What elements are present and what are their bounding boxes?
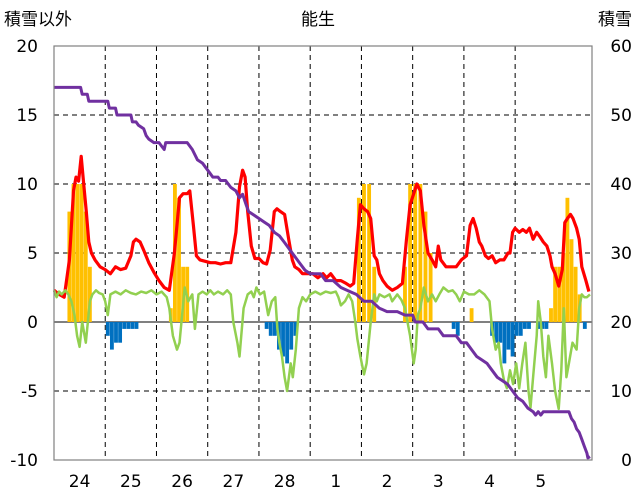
left-tick-label: -5 [21,382,38,402]
right-tick-label: 0 [621,451,632,471]
grid [54,46,592,460]
bar [71,184,76,322]
bar [423,211,428,322]
bar [367,184,372,322]
right-tick-label: 50 [610,106,632,126]
bar [264,322,269,329]
bar [522,322,527,329]
line-layer [52,85,591,460]
bar [549,308,553,322]
x-tick-label: 5 [535,472,546,492]
bar [177,197,181,322]
x-tick-label: 25 [120,472,142,492]
bar [544,322,549,329]
x-tick-label: 27 [223,472,245,492]
bar [130,322,135,329]
bar [87,266,92,322]
bar [569,239,574,322]
bar [281,322,285,357]
bar [518,322,523,336]
series-line [52,154,591,299]
x-tick-label: 2 [382,472,393,492]
right-tick-label: 60 [610,37,632,57]
bar [289,322,294,350]
x-tick-label: 28 [274,472,296,492]
bar [105,322,110,336]
bar [455,322,460,336]
left-tick-label: 10 [16,175,38,195]
bar-layer [67,184,587,364]
right-axis-ticks: 0 10 20 30 40 50 60 [610,37,632,471]
bar [293,322,298,336]
left-axis-ticks: -10 -5 0 5 10 15 20 [10,37,38,471]
bar [118,322,123,343]
bar [403,266,407,322]
bar [272,322,277,336]
bar [527,322,531,329]
bar [356,197,361,322]
right-tick-label: 30 [610,244,632,264]
series-line [52,286,591,411]
plot-frame [53,45,593,461]
bar [502,322,507,364]
bar [114,322,118,343]
x-tick-label: 3 [433,472,444,492]
left-tick-label: -10 [10,451,38,471]
left-tick-label: 0 [27,313,38,333]
bar [561,253,566,322]
bar [109,322,114,350]
bar [408,184,413,322]
bar [362,184,366,322]
bar [582,322,587,329]
right-tick-label: 10 [610,382,632,402]
bar [83,211,88,322]
right-axis-label: 積雪 [598,10,632,30]
bar [565,197,570,322]
bar [413,184,418,322]
bar [285,322,290,364]
bar [553,266,558,322]
x-tick-label: 1 [330,472,341,492]
bar [126,322,131,329]
bar [418,184,423,322]
left-tick-label: 20 [16,37,38,57]
bar [506,322,511,350]
bar [557,266,562,322]
left-tick-label: 15 [16,106,38,126]
right-tick-label: 40 [610,175,632,195]
bar [498,322,503,343]
bar [451,322,456,329]
bar [494,322,499,343]
bar [122,322,127,329]
bar [134,322,139,329]
bar [573,266,578,322]
bar [268,322,273,336]
x-tick-label: 24 [69,472,91,492]
x-axis-ticks: 24 25 26 27 28 1 2 3 4 5 [69,472,546,492]
bar [79,184,84,322]
bar [510,322,515,357]
bar [428,253,433,322]
x-tick-label: 26 [171,472,193,492]
bar [514,322,519,336]
x-tick-label: 4 [484,472,495,492]
series-line [54,85,591,460]
bar [75,184,80,322]
bar [469,308,474,322]
left-tick-label: 5 [27,244,38,264]
chart-title: 能生 [301,10,335,30]
left-axis-label: 積雪以外 [4,10,72,30]
right-tick-label: 20 [610,313,632,333]
